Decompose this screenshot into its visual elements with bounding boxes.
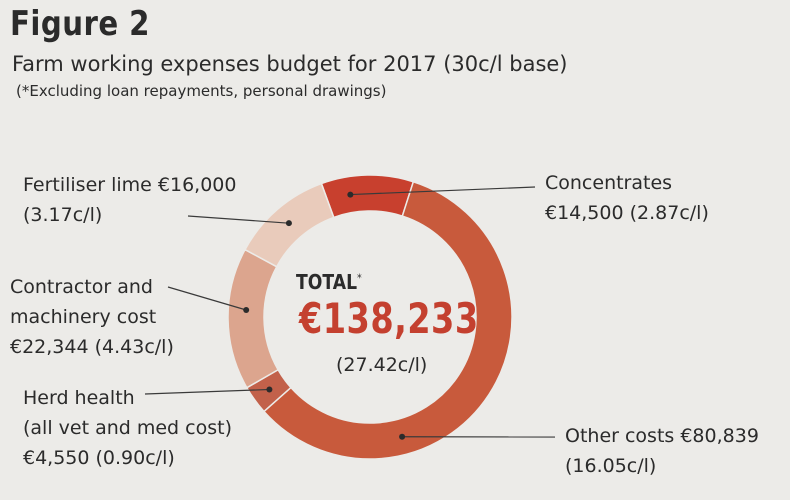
label-other-costs: Other costs €80,839 (16.05c/l): [565, 421, 759, 481]
slice-label-line: (16.05c/l): [565, 455, 657, 477]
leader-dot: [243, 307, 250, 314]
slice-label-line: Herd health: [23, 387, 135, 409]
slice-label-line: machinery cost: [10, 306, 157, 328]
donut-slice-contractor-and-machinery-cost: [227, 248, 280, 389]
slice-label-line: Fertiliser lime €16,000: [23, 174, 237, 196]
slice-label-line: €22,344 (4.43c/l): [10, 336, 174, 358]
leader-line: [144, 388, 270, 395]
center-total-label: TOTAL*: [296, 270, 362, 294]
label-fertiliser-lime: Fertiliser lime €16,000 (3.17c/l): [23, 170, 236, 230]
leader-dot: [285, 220, 292, 227]
label-concentrates: Concentrates €14,500 (2.87c/l): [545, 168, 709, 228]
slice-label-line: Concentrates: [545, 172, 673, 194]
label-contractor-machinery: Contractor and machinery cost €22,344 (4.4…: [10, 272, 174, 362]
slice-label-line: Other costs €80,839: [565, 425, 759, 447]
leader-line: [167, 286, 247, 311]
leader-line: [187, 215, 289, 224]
donut-slice-other-costs: [262, 180, 513, 460]
slice-label-line: Contractor and: [10, 276, 153, 298]
figure-label: Figure 2: [10, 4, 150, 44]
leader-line: [350, 186, 536, 196]
donut-slice-concentrates: [320, 174, 415, 219]
leader-dot: [399, 433, 406, 440]
slice-label-line: (3.17c/l): [23, 204, 103, 226]
chart-title: Farm working expenses budget for 2017 (3…: [12, 52, 568, 76]
leader-dot: [347, 191, 354, 198]
center-total-rate: (27.42c/l): [336, 354, 428, 376]
chart-note: (*Excluding loan repayments, personal dr…: [16, 82, 387, 100]
center-total-amount: €138,233: [299, 294, 479, 343]
slice-label-line: €14,500 (2.87c/l): [545, 202, 709, 224]
label-herd-health: Herd health (all vet and med cost) €4,550 …: [23, 383, 232, 473]
leader-dot: [266, 386, 273, 393]
slice-label-line: (all vet and med cost): [23, 417, 232, 439]
slice-label-line: €4,550 (0.90c/l): [23, 447, 175, 469]
